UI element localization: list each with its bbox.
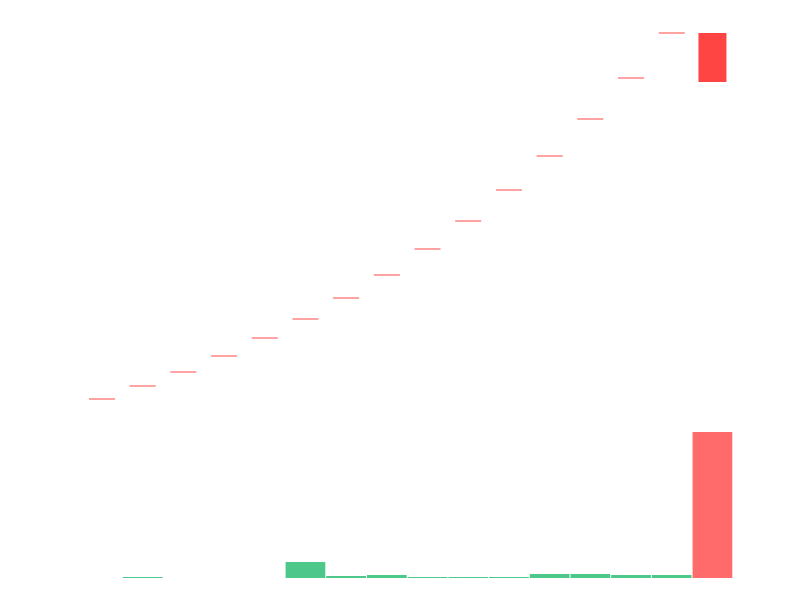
volume-bar [489, 577, 529, 578]
volume-bar [529, 574, 570, 578]
volume-bar [651, 575, 692, 578]
volume-bar [570, 574, 611, 578]
volume-bar [285, 562, 326, 578]
volume-bar [407, 577, 448, 578]
volume-bar [326, 576, 366, 578]
candle-body [211, 355, 238, 357]
volume-bar [448, 577, 489, 578]
candle-body [170, 371, 197, 373]
candle-body [333, 297, 360, 299]
volume-bar [122, 577, 163, 578]
candle-body [698, 33, 727, 82]
candle-body [292, 318, 319, 320]
candle-body [455, 220, 482, 222]
volume-bar [611, 575, 651, 578]
candle-body [618, 77, 645, 79]
candle-body [414, 248, 441, 250]
volume-bar [692, 432, 733, 578]
candle-body [373, 274, 400, 276]
candle-body [88, 398, 115, 400]
candle-body [495, 189, 522, 191]
candle-body [129, 385, 156, 387]
candle-body [658, 32, 685, 34]
candle-body [577, 118, 604, 120]
volume-bar [367, 575, 407, 578]
candle-body [536, 155, 563, 157]
candle-body [251, 337, 278, 339]
